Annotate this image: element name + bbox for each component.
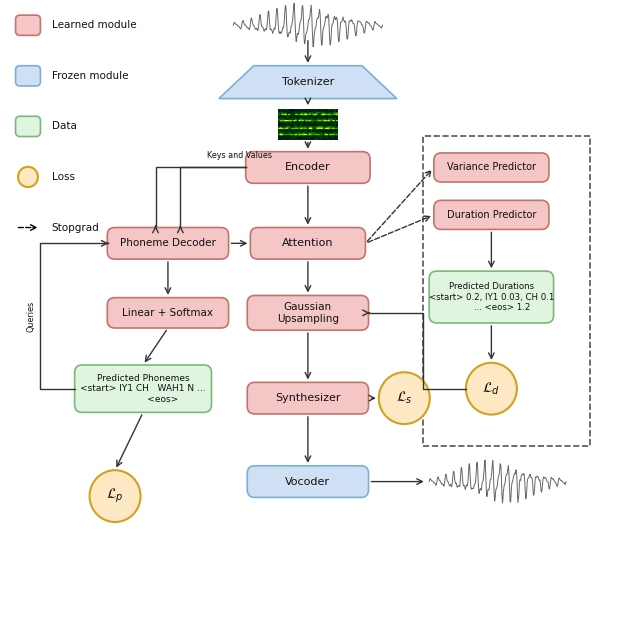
Text: Predicted Durations
<start> 0.2, IY1 0.03, CH 0.1
        ... <eos> 1.2: Predicted Durations <start> 0.2, IY1 0.0… bbox=[429, 282, 554, 312]
Text: Phoneme Decoder: Phoneme Decoder bbox=[120, 238, 216, 248]
Text: Keys and Values: Keys and Values bbox=[207, 151, 272, 160]
Text: Stopgrad: Stopgrad bbox=[52, 222, 100, 233]
FancyBboxPatch shape bbox=[16, 66, 40, 86]
Text: Queries: Queries bbox=[27, 300, 35, 332]
Text: Gaussian
Upsampling: Gaussian Upsampling bbox=[277, 302, 339, 324]
Text: Frozen module: Frozen module bbox=[52, 71, 128, 81]
FancyBboxPatch shape bbox=[16, 116, 40, 137]
Bar bbox=[423, 136, 590, 446]
Text: Loss: Loss bbox=[52, 172, 75, 182]
FancyBboxPatch shape bbox=[108, 228, 229, 259]
Text: Learned module: Learned module bbox=[52, 20, 136, 30]
Circle shape bbox=[18, 167, 38, 187]
Text: Encoder: Encoder bbox=[285, 162, 331, 173]
Text: Vocoder: Vocoder bbox=[285, 477, 330, 487]
FancyBboxPatch shape bbox=[434, 200, 549, 229]
FancyBboxPatch shape bbox=[434, 153, 549, 182]
Text: Duration Predictor: Duration Predictor bbox=[447, 210, 536, 220]
FancyBboxPatch shape bbox=[250, 228, 365, 259]
FancyBboxPatch shape bbox=[75, 365, 211, 412]
FancyBboxPatch shape bbox=[108, 298, 229, 328]
Text: $\mathcal{L}_s$: $\mathcal{L}_s$ bbox=[396, 390, 412, 406]
Text: Synthesizer: Synthesizer bbox=[275, 393, 341, 403]
Text: Data: Data bbox=[52, 121, 77, 131]
Text: $\mathcal{L}_d$: $\mathcal{L}_d$ bbox=[483, 380, 500, 397]
Text: Attention: Attention bbox=[282, 238, 333, 248]
Text: $\mathcal{L}_p$: $\mathcal{L}_p$ bbox=[106, 487, 124, 505]
FancyBboxPatch shape bbox=[247, 382, 368, 414]
Circle shape bbox=[466, 363, 517, 415]
FancyBboxPatch shape bbox=[246, 152, 370, 183]
FancyBboxPatch shape bbox=[247, 466, 368, 497]
Text: Predicted Phonemes
<start> IY1 CH   WAH1 N ...
              <eos>: Predicted Phonemes <start> IY1 CH WAH1 N… bbox=[80, 374, 206, 404]
Polygon shape bbox=[219, 66, 397, 99]
FancyBboxPatch shape bbox=[429, 271, 554, 323]
Text: Tokenizer: Tokenizer bbox=[282, 77, 334, 87]
FancyBboxPatch shape bbox=[247, 296, 368, 331]
Circle shape bbox=[379, 372, 430, 424]
Text: Linear + Softmax: Linear + Softmax bbox=[123, 308, 213, 318]
FancyBboxPatch shape bbox=[16, 15, 40, 35]
Circle shape bbox=[90, 470, 141, 522]
Text: Variance Predictor: Variance Predictor bbox=[447, 162, 536, 173]
